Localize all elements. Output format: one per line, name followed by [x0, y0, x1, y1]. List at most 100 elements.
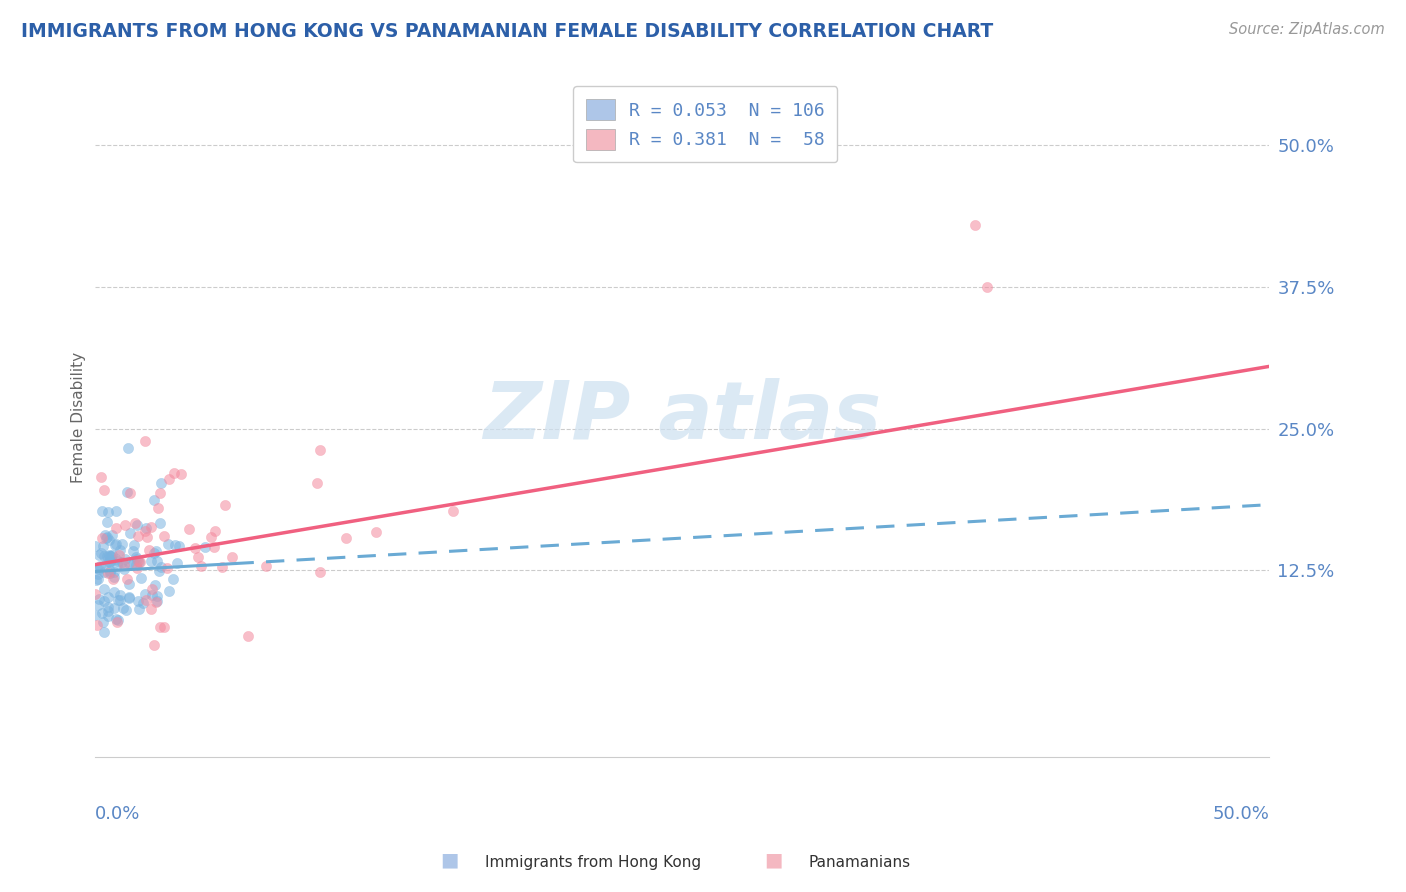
Point — [103, 585, 125, 599]
Point — [309, 565, 332, 579]
Point — [122, 556, 145, 570]
Point — [103, 565, 125, 579]
Point — [89, 548, 111, 562]
Point — [105, 615, 128, 629]
Point — [202, 541, 225, 555]
Point — [104, 536, 127, 550]
Point — [107, 592, 129, 607]
Point — [122, 544, 145, 558]
Point — [112, 561, 135, 575]
Point — [128, 556, 150, 570]
Point — [86, 566, 108, 581]
Point — [97, 600, 120, 615]
Point — [91, 504, 114, 518]
Point — [157, 584, 180, 599]
Point — [125, 552, 148, 566]
Point — [104, 504, 127, 518]
Point — [104, 538, 127, 552]
Point — [134, 586, 156, 600]
Point — [87, 592, 110, 607]
Point — [214, 498, 236, 512]
Point — [166, 556, 188, 570]
Point — [90, 546, 112, 560]
Point — [107, 554, 129, 568]
Point — [309, 443, 332, 458]
Point — [190, 558, 212, 573]
Point — [110, 542, 132, 557]
Point — [96, 549, 118, 563]
Point — [89, 562, 111, 576]
Point — [111, 555, 134, 569]
Point — [145, 544, 167, 558]
Point — [98, 555, 121, 569]
Point — [84, 539, 107, 553]
Point — [94, 531, 117, 545]
Point — [149, 486, 172, 500]
Point — [86, 561, 108, 575]
Point — [93, 615, 115, 630]
Point — [93, 594, 115, 608]
Point — [141, 520, 163, 534]
Point — [83, 587, 105, 601]
Point — [108, 592, 131, 607]
Text: IMMIGRANTS FROM HONG KONG VS PANAMANIAN FEMALE DISABILITY CORRELATION CHART: IMMIGRANTS FROM HONG KONG VS PANAMANIAN … — [21, 22, 994, 41]
Point — [143, 578, 166, 592]
Point — [162, 572, 184, 586]
Point — [146, 501, 169, 516]
Point — [143, 546, 166, 560]
Point — [89, 558, 111, 573]
Point — [187, 549, 209, 564]
Point — [142, 639, 165, 653]
Point — [105, 558, 128, 573]
Point — [149, 475, 172, 490]
Point — [179, 522, 201, 536]
Point — [134, 524, 156, 539]
Point — [101, 548, 124, 562]
Point — [165, 538, 187, 552]
Point — [204, 524, 226, 539]
Point — [127, 529, 149, 543]
Point — [221, 549, 243, 564]
Point — [114, 602, 136, 616]
Point — [103, 570, 125, 584]
Point — [105, 551, 128, 566]
Point — [128, 602, 150, 616]
Point — [139, 601, 162, 615]
Point — [441, 504, 464, 518]
Point — [90, 470, 112, 484]
Point — [97, 604, 120, 618]
Point — [108, 589, 131, 603]
Point — [86, 617, 108, 632]
Point — [134, 434, 156, 448]
Point — [91, 540, 114, 554]
Point — [157, 472, 180, 486]
Point — [115, 485, 138, 500]
Point — [135, 521, 157, 535]
Text: 0.0%: 0.0% — [94, 805, 141, 823]
Point — [105, 521, 128, 535]
Point — [112, 601, 135, 615]
Point — [87, 572, 110, 586]
Text: Panamanians: Panamanians — [808, 855, 911, 870]
Point — [141, 582, 163, 597]
Point — [254, 559, 277, 574]
Point — [366, 524, 388, 539]
Text: Immigrants from Hong Kong: Immigrants from Hong Kong — [485, 855, 702, 870]
Point — [128, 555, 150, 569]
Point — [145, 594, 167, 608]
Point — [93, 565, 115, 579]
Point — [97, 590, 120, 604]
Point — [149, 620, 172, 634]
Point — [153, 529, 176, 543]
Point — [90, 531, 112, 545]
Point — [143, 492, 166, 507]
Point — [98, 564, 121, 578]
Text: ZIP atlas: ZIP atlas — [482, 378, 882, 457]
Text: Source: ZipAtlas.com: Source: ZipAtlas.com — [1229, 22, 1385, 37]
Point — [150, 560, 173, 574]
Point — [97, 608, 120, 623]
Point — [118, 591, 141, 605]
Point — [97, 505, 120, 519]
Point — [83, 608, 105, 623]
Point — [127, 554, 149, 568]
